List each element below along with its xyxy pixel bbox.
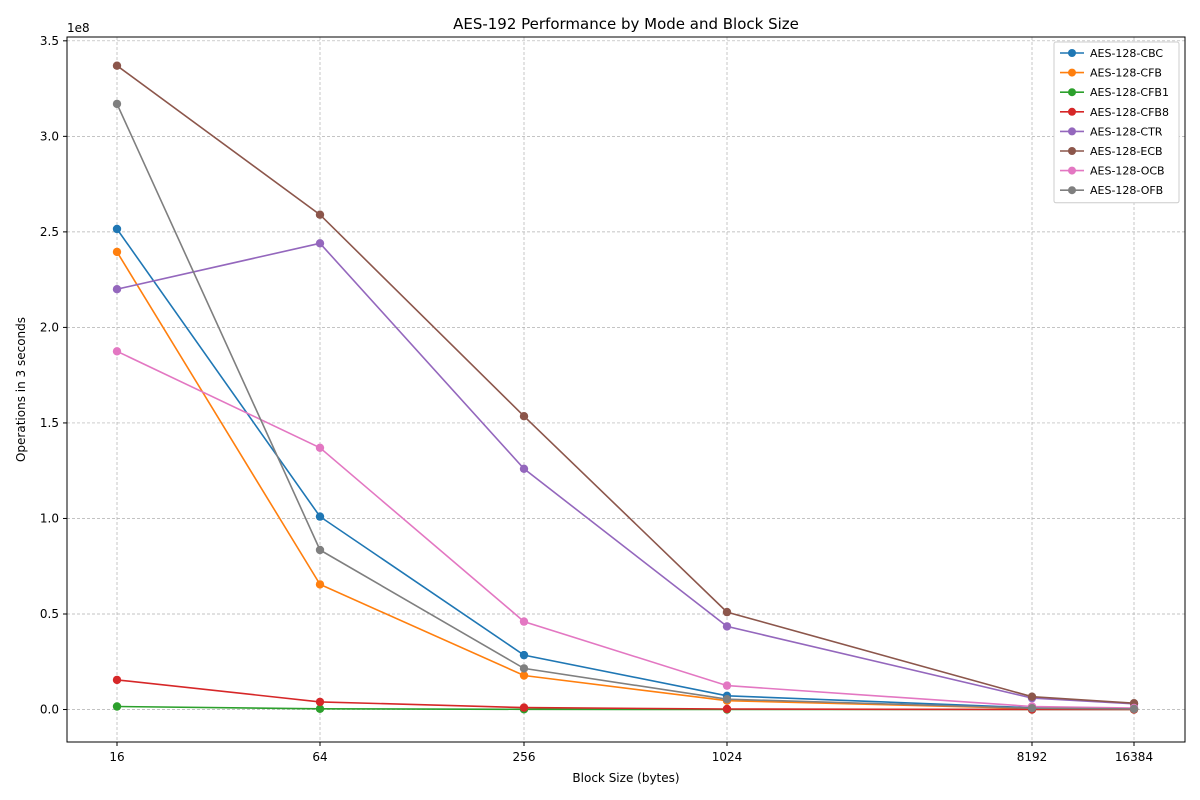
data-point <box>519 650 529 660</box>
axes: 16 64 256 1024 8192 16384 0.0 0.5 1.0 1.5 2.0 2.5 3.… <box>40 34 1153 764</box>
data-point <box>1027 692 1037 701</box>
data-point <box>519 703 529 712</box>
y-axis-title: Operations in 3 seconds <box>14 317 28 462</box>
series-lines <box>112 61 1139 714</box>
data-point <box>315 545 325 555</box>
data-point <box>315 210 325 219</box>
legend-swatch-marker <box>1068 107 1076 116</box>
plot-frame <box>66 36 1186 743</box>
y-tick-label: 0.0 <box>40 703 59 717</box>
x-tick-label: 8192 <box>1017 750 1048 764</box>
data-point <box>315 704 325 713</box>
data-point <box>315 580 325 589</box>
y-axis-offset-text: 1e8 <box>67 21 90 35</box>
data-point <box>1027 704 1037 713</box>
data-point <box>519 671 529 680</box>
y-tick-label: 1.0 <box>40 511 59 525</box>
x-tick-label: 256 <box>513 750 536 764</box>
y-tick-label: 2.5 <box>40 225 59 239</box>
legend-label: AES-128-CFB <box>1090 67 1162 80</box>
y-tick-label: 1.5 <box>40 416 59 430</box>
data-point <box>315 512 325 521</box>
series-line <box>116 679 1134 711</box>
legend-swatch-marker <box>1068 49 1076 57</box>
y-tick-label: 3.0 <box>40 129 59 143</box>
legend-label: AES-128-ECB <box>1090 145 1163 158</box>
legend-label: AES-128-OCB <box>1090 165 1165 178</box>
x-tick-label: 64 <box>312 750 327 764</box>
data-point <box>112 675 122 685</box>
series-line <box>116 103 1135 710</box>
legend-swatch-marker <box>1068 127 1076 136</box>
data-point <box>722 704 732 714</box>
legend-label: AES-128-CFB8 <box>1090 106 1169 119</box>
x-tick-label: 16 <box>109 750 124 764</box>
data-point <box>315 697 325 707</box>
data-point <box>112 702 122 711</box>
legend-swatch-marker <box>1068 68 1076 77</box>
x-tick-label: 1024 <box>712 750 743 764</box>
data-point <box>722 607 732 617</box>
data-point <box>315 239 325 248</box>
legend-swatch-marker <box>1068 186 1076 195</box>
legend-label: AES-128-CBC <box>1090 47 1163 60</box>
data-point <box>112 247 122 257</box>
legend-label: AES-128-CFB1 <box>1090 86 1169 99</box>
legend-swatch-marker <box>1068 147 1076 155</box>
y-tick-label: 0.5 <box>40 607 59 621</box>
data-point <box>112 347 122 356</box>
data-point <box>519 412 529 421</box>
data-point <box>519 464 529 473</box>
data-point <box>112 61 122 70</box>
legend-label: AES-128-CTR <box>1090 125 1163 138</box>
data-point <box>112 224 122 234</box>
data-point <box>722 622 732 631</box>
chart-title: AES-192 Performance by Mode and Block Si… <box>453 15 799 33</box>
legend-swatch-marker <box>1068 88 1076 97</box>
legend-label: AES-128-OFB <box>1090 184 1163 197</box>
data-point <box>519 617 529 626</box>
y-tick-label: 3.5 <box>40 34 59 48</box>
data-point <box>722 695 732 704</box>
data-point <box>519 664 529 673</box>
series-line <box>116 350 1135 709</box>
legend: AES-128-CBC AES-128-CFB AES-128-CFB1 AES-12… <box>1053 41 1180 204</box>
y-tick-label: 2.0 <box>40 320 59 334</box>
x-tick-label: 16384 <box>1115 750 1153 764</box>
x-axis-title: Block Size (bytes) <box>572 771 679 785</box>
legend-swatch-marker <box>1068 166 1076 175</box>
legend-box <box>1053 41 1180 204</box>
data-point <box>112 99 122 109</box>
data-point <box>722 681 732 690</box>
data-point <box>315 443 325 452</box>
series-line <box>116 65 1135 704</box>
data-point <box>1129 704 1139 714</box>
data-point <box>112 285 122 294</box>
series-line <box>116 242 1135 705</box>
